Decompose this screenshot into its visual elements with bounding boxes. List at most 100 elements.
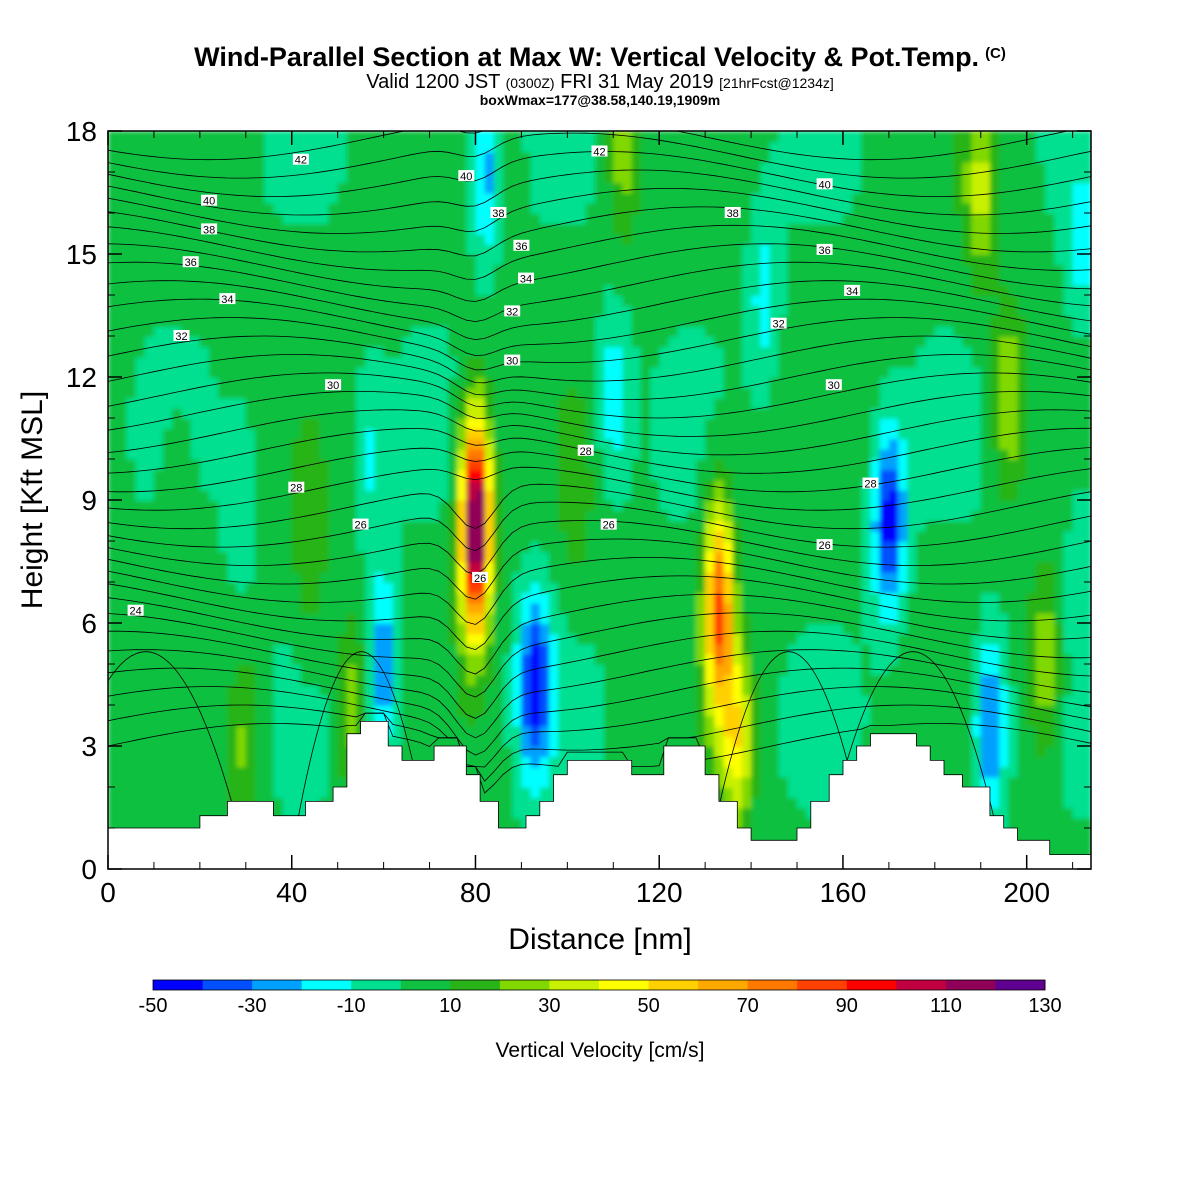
velocity-cell <box>172 131 183 143</box>
velocity-cell <box>135 356 146 368</box>
velocity-cell <box>245 336 256 348</box>
velocity-cell <box>512 541 523 553</box>
velocity-cell <box>346 438 357 450</box>
velocity-cell <box>245 448 256 460</box>
velocity-cell <box>126 807 137 819</box>
velocity-cell <box>732 612 743 624</box>
velocity-cell <box>117 530 128 542</box>
velocity-cell <box>622 315 633 327</box>
velocity-cell <box>282 284 293 296</box>
velocity-cell <box>319 479 330 491</box>
velocity-cell <box>374 469 385 481</box>
velocity-cell <box>457 366 468 378</box>
velocity-cell <box>356 489 366 501</box>
velocity-cell <box>429 664 440 676</box>
velocity-cell <box>622 500 633 512</box>
velocity-cell <box>108 643 118 655</box>
velocity-cell <box>383 582 394 594</box>
velocity-cell <box>631 418 642 430</box>
velocity-cell <box>172 756 183 768</box>
velocity-cell <box>567 336 578 348</box>
velocity-cell <box>227 418 238 430</box>
velocity-cell <box>650 541 660 553</box>
velocity-cell <box>172 571 183 583</box>
velocity-cell <box>539 418 550 430</box>
velocity-cell <box>190 582 201 594</box>
velocity-cell <box>475 428 486 440</box>
velocity-cell <box>659 448 670 460</box>
velocity-cell <box>484 643 495 655</box>
velocity-cell <box>723 377 734 389</box>
velocity-cell <box>732 633 743 645</box>
velocity-cell <box>503 264 513 276</box>
velocity-cell <box>438 653 449 665</box>
velocity-cell <box>218 684 229 696</box>
velocity-cell <box>512 551 523 563</box>
velocity-cell <box>493 551 504 563</box>
velocity-cell <box>181 213 192 225</box>
velocity-cell <box>227 746 238 758</box>
velocity-cell <box>732 438 743 450</box>
velocity-cell <box>438 131 449 143</box>
velocity-cell <box>172 489 183 501</box>
velocity-cell <box>567 479 578 491</box>
velocity-cell <box>475 756 486 768</box>
velocity-cell <box>493 172 504 184</box>
velocity-cell <box>493 766 504 778</box>
velocity-cell <box>411 141 422 153</box>
velocity-cell <box>686 356 697 368</box>
velocity-cell <box>677 418 688 430</box>
velocity-cell <box>144 561 155 573</box>
velocity-cell <box>126 797 137 809</box>
velocity-cell <box>392 684 403 696</box>
velocity-cell <box>723 643 734 655</box>
velocity-cell <box>135 817 146 829</box>
velocity-cell <box>475 459 486 471</box>
velocity-cell <box>383 428 394 440</box>
velocity-cell <box>117 325 128 337</box>
velocity-cell <box>135 274 146 286</box>
velocity-cell <box>585 172 596 184</box>
velocity-cell <box>163 643 174 655</box>
velocity-cell <box>374 623 385 635</box>
velocity-cell <box>255 254 265 266</box>
velocity-cell <box>659 305 670 317</box>
velocity-cell <box>686 633 697 645</box>
velocity-cell <box>181 510 192 522</box>
velocity-cell <box>438 284 449 296</box>
velocity-cell <box>153 725 164 737</box>
velocity-cell <box>227 489 238 501</box>
velocity-cell <box>714 274 725 286</box>
velocity-cell <box>493 797 504 809</box>
velocity-cell <box>539 623 550 635</box>
velocity-cell <box>144 551 155 563</box>
velocity-cell <box>484 664 495 676</box>
velocity-cell <box>732 735 743 747</box>
velocity-cell <box>549 725 559 737</box>
velocity-cell <box>190 479 201 491</box>
velocity-cell <box>558 356 569 368</box>
velocity-cell <box>558 305 569 317</box>
velocity-cell <box>613 438 624 450</box>
velocity-cell <box>190 325 201 337</box>
velocity-cell <box>227 643 238 655</box>
velocity-cell <box>549 459 559 471</box>
velocity-cell <box>686 500 697 512</box>
velocity-cell <box>668 715 679 727</box>
velocity-cell <box>686 623 697 635</box>
velocity-cell <box>604 172 615 184</box>
velocity-cell <box>466 766 477 778</box>
velocity-cell <box>374 612 385 624</box>
velocity-cell <box>236 561 247 573</box>
velocity-cell <box>209 243 220 255</box>
velocity-cell <box>705 705 716 717</box>
velocity-cell <box>604 459 615 471</box>
velocity-cell <box>402 510 412 522</box>
velocity-cell <box>153 397 164 409</box>
velocity-cell <box>255 776 265 788</box>
velocity-cell <box>319 315 330 327</box>
velocity-cell <box>218 418 229 430</box>
velocity-cell <box>650 684 660 696</box>
velocity-cell <box>218 192 229 204</box>
